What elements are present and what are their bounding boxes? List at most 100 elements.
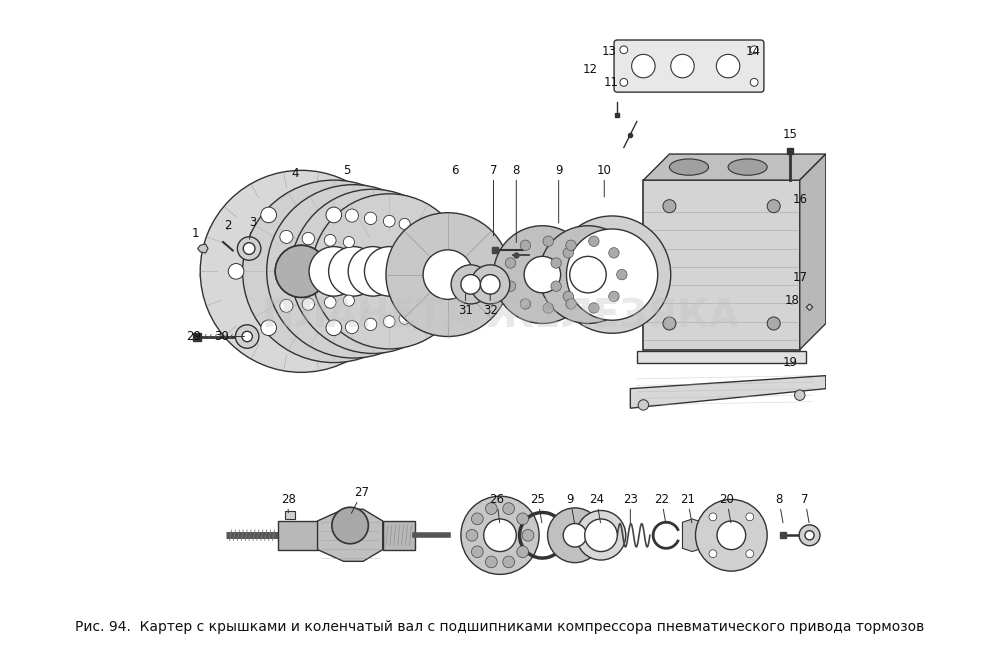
Circle shape xyxy=(589,236,599,246)
Text: 1: 1 xyxy=(192,227,199,240)
Circle shape xyxy=(543,303,553,313)
Text: 15: 15 xyxy=(783,128,797,141)
Text: 17: 17 xyxy=(792,271,807,284)
Text: 6: 6 xyxy=(451,164,458,177)
Circle shape xyxy=(348,247,398,296)
Circle shape xyxy=(364,247,414,296)
Text: Рис. 94.  Картер с крышками и коленчатый вал с подшипниками компрессора пневмати: Рис. 94. Картер с крышками и коленчатый … xyxy=(75,620,925,634)
Circle shape xyxy=(471,513,483,525)
Polygon shape xyxy=(318,510,383,562)
Circle shape xyxy=(716,54,740,78)
Circle shape xyxy=(345,209,358,222)
Circle shape xyxy=(799,525,820,546)
Circle shape xyxy=(326,207,342,222)
Circle shape xyxy=(471,546,483,558)
Circle shape xyxy=(275,246,327,298)
Polygon shape xyxy=(682,519,702,552)
Circle shape xyxy=(403,265,415,278)
Circle shape xyxy=(663,200,676,213)
Text: 10: 10 xyxy=(597,164,612,197)
Circle shape xyxy=(709,550,717,558)
Text: 16: 16 xyxy=(792,193,807,206)
Circle shape xyxy=(522,529,534,541)
Circle shape xyxy=(563,523,587,547)
Circle shape xyxy=(451,265,490,304)
Circle shape xyxy=(383,215,395,227)
Circle shape xyxy=(566,240,576,251)
Circle shape xyxy=(291,189,455,354)
Circle shape xyxy=(589,303,599,313)
Ellipse shape xyxy=(728,159,767,175)
Circle shape xyxy=(585,519,617,552)
Text: 29: 29 xyxy=(186,330,201,343)
Circle shape xyxy=(767,317,780,330)
Circle shape xyxy=(571,269,581,280)
Circle shape xyxy=(767,200,780,213)
Circle shape xyxy=(503,503,515,515)
Polygon shape xyxy=(285,511,295,519)
Circle shape xyxy=(484,519,516,552)
Circle shape xyxy=(399,218,410,230)
Circle shape xyxy=(671,54,694,78)
Circle shape xyxy=(261,207,276,222)
Circle shape xyxy=(343,236,354,248)
Circle shape xyxy=(576,511,626,560)
Text: 23: 23 xyxy=(623,493,638,523)
Circle shape xyxy=(563,248,574,258)
Circle shape xyxy=(480,275,500,294)
Circle shape xyxy=(228,263,244,279)
Circle shape xyxy=(485,556,497,568)
Circle shape xyxy=(709,513,717,521)
Circle shape xyxy=(280,299,293,312)
Circle shape xyxy=(632,54,655,78)
Bar xyxy=(278,521,318,550)
Circle shape xyxy=(235,325,259,348)
Circle shape xyxy=(750,46,758,53)
Circle shape xyxy=(343,295,354,306)
Text: 19: 19 xyxy=(782,356,797,369)
Polygon shape xyxy=(800,154,826,350)
Circle shape xyxy=(548,508,602,562)
Circle shape xyxy=(746,513,754,521)
Circle shape xyxy=(420,265,432,277)
FancyBboxPatch shape xyxy=(614,40,764,92)
Polygon shape xyxy=(806,304,813,310)
Circle shape xyxy=(332,508,368,544)
Circle shape xyxy=(466,529,478,541)
Circle shape xyxy=(200,170,402,372)
Bar xyxy=(643,180,800,350)
Circle shape xyxy=(517,546,529,558)
Circle shape xyxy=(324,296,336,308)
Text: 2: 2 xyxy=(224,219,231,232)
Circle shape xyxy=(243,180,425,362)
Circle shape xyxy=(324,234,336,246)
Text: 7: 7 xyxy=(801,493,809,523)
Circle shape xyxy=(364,212,377,224)
Circle shape xyxy=(503,556,515,568)
Circle shape xyxy=(750,79,758,86)
Circle shape xyxy=(280,230,293,244)
Text: 7: 7 xyxy=(490,164,497,236)
Circle shape xyxy=(399,314,410,324)
Circle shape xyxy=(520,299,531,309)
Circle shape xyxy=(795,390,805,401)
Circle shape xyxy=(609,291,619,302)
Text: 24: 24 xyxy=(589,493,604,523)
Circle shape xyxy=(312,194,467,349)
Circle shape xyxy=(493,226,591,323)
Text: 8: 8 xyxy=(775,493,783,523)
Circle shape xyxy=(524,256,561,293)
Text: 5: 5 xyxy=(343,164,351,177)
Ellipse shape xyxy=(669,159,709,175)
Circle shape xyxy=(717,521,746,550)
Text: 4: 4 xyxy=(291,167,298,180)
Text: 26: 26 xyxy=(489,493,504,523)
Text: 27: 27 xyxy=(351,486,369,513)
Polygon shape xyxy=(643,154,826,180)
Text: 9: 9 xyxy=(555,164,562,223)
Polygon shape xyxy=(630,376,826,408)
Circle shape xyxy=(383,315,395,327)
Circle shape xyxy=(617,269,627,280)
Circle shape xyxy=(359,263,374,279)
Circle shape xyxy=(386,213,510,337)
